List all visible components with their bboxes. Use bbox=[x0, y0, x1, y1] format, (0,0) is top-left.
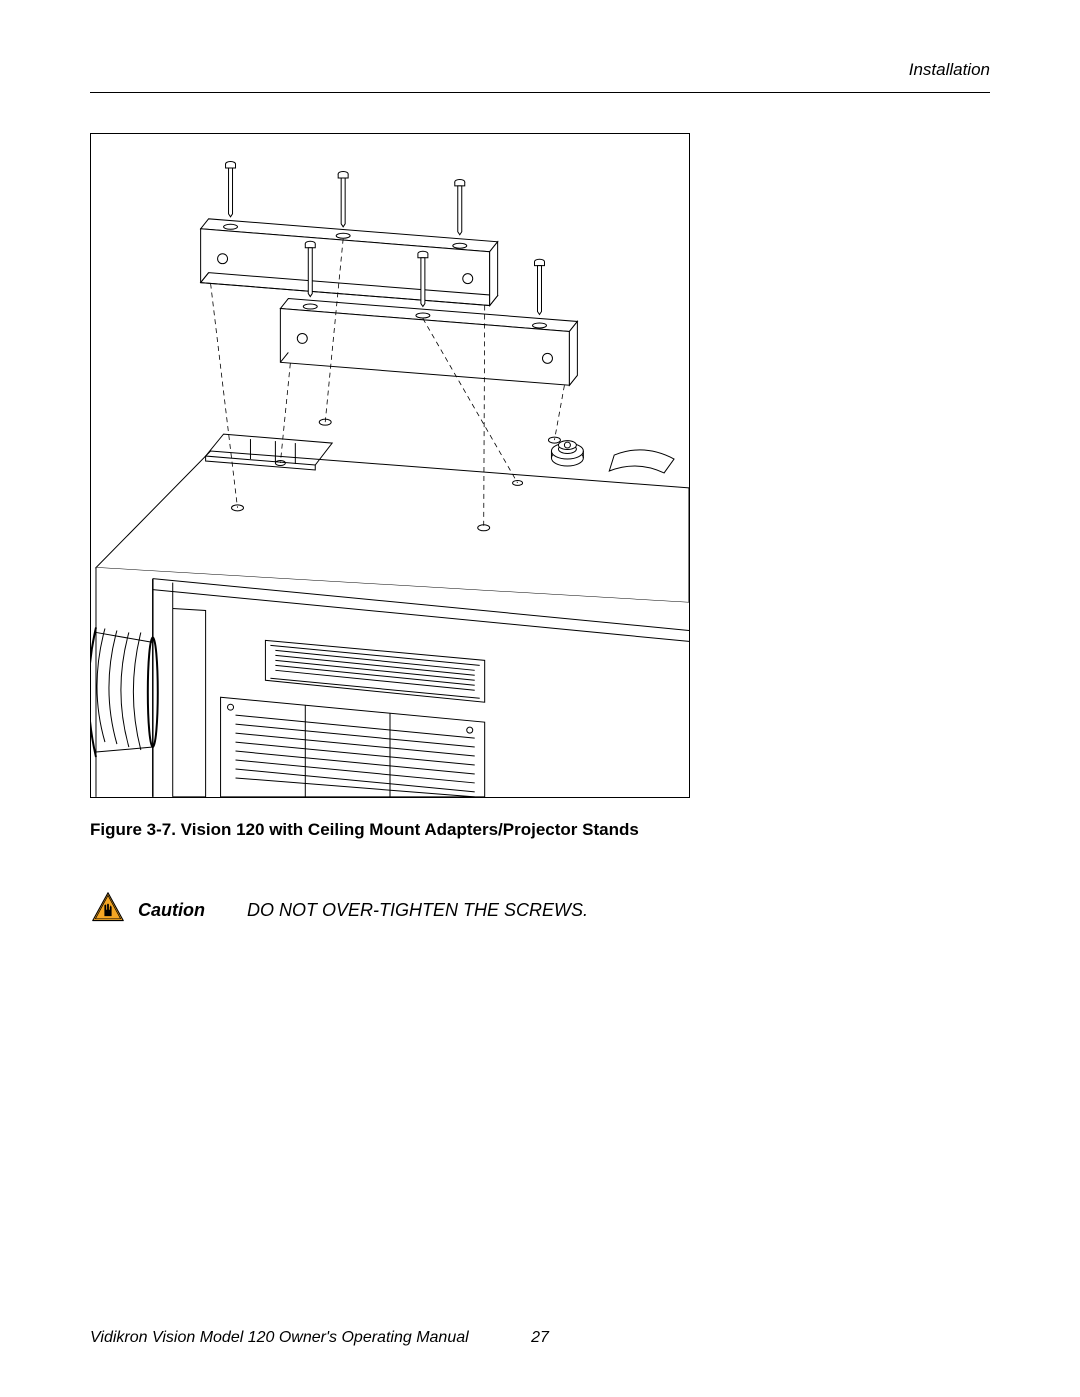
manual-page: Installation bbox=[0, 0, 1080, 1397]
header-section-title: Installation bbox=[90, 60, 990, 93]
caution-text: DO NOT OVER-TIGHTEN THE SCREWS. bbox=[247, 900, 588, 921]
footer-page-number: 27 bbox=[531, 1329, 549, 1347]
caution-label: Caution bbox=[138, 900, 205, 921]
figure-diagram bbox=[90, 133, 690, 798]
caution-block: Caution DO NOT OVER-TIGHTEN THE SCREWS. bbox=[90, 890, 990, 931]
figure-caption: Figure 3-7. Vision 120 with Ceiling Moun… bbox=[90, 820, 990, 840]
page-footer: Vidikron Vision Model 120 Owner's Operat… bbox=[90, 1329, 990, 1347]
footer-manual-title: Vidikron Vision Model 120 Owner's Operat… bbox=[90, 1329, 469, 1347]
projector-mount-diagram bbox=[91, 134, 689, 797]
caution-triangle-hand-icon bbox=[90, 890, 126, 931]
